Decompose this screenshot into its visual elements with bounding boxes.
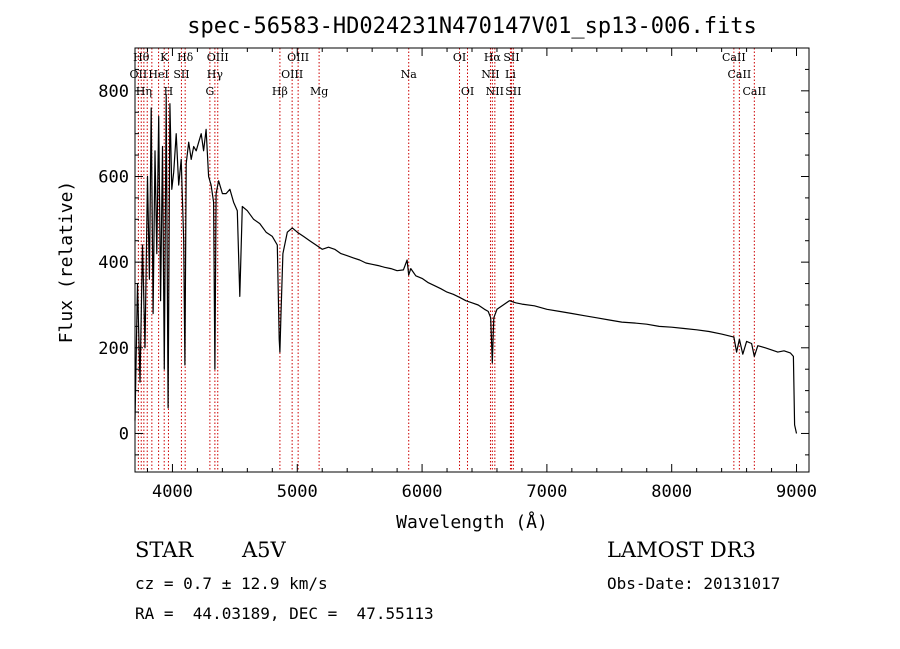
x-tick-label: 5000 [277,482,318,502]
x-axis: 4000 5000 6000 7000 8000 9000 [146,48,817,502]
x-axis-label: Wavelength (Å) [396,511,548,533]
line-marker-label: HeI [148,68,168,81]
line-marker-label: CaII [742,85,766,98]
line-marker-label: SII [505,85,521,98]
spectrum-series-line [134,94,798,434]
y-axis: 0 200 400 600 800 [98,68,809,456]
object-class: STAR [135,538,194,562]
y-tick-label: 200 [98,339,129,359]
x-tick-label: 8000 [651,482,692,502]
line-marker-label: Hη [136,85,152,98]
emission-line-labels: OII Hθ Hη HeI K H SII Hδ G Hγ OIII Hβ OIII OIII Mg Na OI… [130,51,767,98]
y-tick-label: 400 [98,253,129,273]
line-marker-label: Li [505,68,516,81]
line-marker-label: SII [173,68,189,81]
survey-name: LAMOST DR3 [607,538,756,562]
plot-frame [134,47,810,473]
sky-coordinates: RA = 44.03189, DEC = 47.55113 [135,604,434,623]
line-marker-label: OIII [281,68,303,81]
subclass: A5V [242,538,286,562]
observation-date: Obs-Date: 20131017 [607,574,781,593]
line-marker-label: OI [453,51,466,64]
line-marker-label: OII [130,68,148,81]
line-marker-label: Na [401,68,418,81]
line-marker-label: OIII [207,51,229,64]
y-tick-label: 0 [119,424,129,444]
line-marker-label: Mg [310,85,328,98]
line-marker-label: K [160,51,169,64]
line-marker-label: CaII [728,68,752,81]
line-marker-label: NII [481,68,499,81]
x-tick-label: 9000 [776,482,817,502]
line-marker-label: SII [503,51,519,64]
x-tick-label: 6000 [402,482,443,502]
line-marker-label: H [164,85,174,98]
y-axis-label: Flux (relative) [56,181,77,344]
chart-title: spec-56583-HD024231N470147V01_sp13-006.f… [187,14,757,39]
y-tick-label: 600 [98,167,129,187]
line-marker-label: NII [486,85,504,98]
x-tick-label: 4000 [152,482,193,502]
redshift-cz: cz = 0.7 ± 12.9 km/s [135,574,328,593]
y-tick-label: 800 [98,82,129,102]
line-marker-label: CaII [722,51,746,64]
line-marker-label: Hδ [177,51,194,64]
line-marker-label: OI [461,85,474,98]
line-marker-label: Hβ [272,85,288,98]
emission-line-markers [137,48,755,472]
line-marker-label: OIII [287,51,309,64]
line-marker-label: G [205,85,214,98]
line-marker-label: Hγ [207,68,224,81]
x-tick-label: 7000 [526,482,567,502]
line-marker-label: Hα [484,51,502,64]
line-marker-label: Hθ [133,51,150,64]
